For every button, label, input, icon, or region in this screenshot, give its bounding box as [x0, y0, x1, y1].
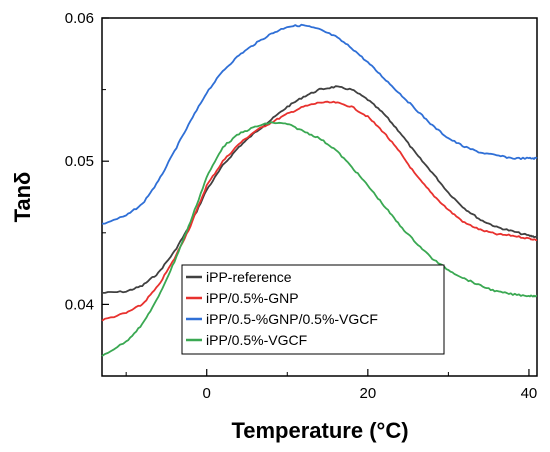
y-tick-label: 0.06: [65, 10, 94, 27]
legend-label: iPP-reference: [206, 269, 292, 285]
legend-box: [181, 264, 445, 355]
x-axis-title: Temperature (°C): [231, 418, 408, 443]
legend-label: iPP/0.5%-VGCF: [206, 332, 307, 348]
x-tick-label: 0: [203, 385, 211, 402]
series-line-0: [102, 85, 538, 294]
ticks-layer: 0 20 40 0.04 0.05 0.06: [65, 10, 537, 402]
series-line-3: [101, 121, 538, 357]
y-tick-label: 0.05: [65, 153, 94, 170]
legend-label: iPP/0.5%-GNP: [206, 290, 299, 306]
x-tick-label: 40: [521, 385, 538, 402]
plot-area-frame: [101, 17, 538, 377]
y-tick-label: 0.04: [65, 296, 94, 313]
x-tick-label: 20: [359, 385, 376, 402]
legend: iPP-reference iPP/0.5%-GNP iPP/0.5-%GNP/0.…: [181, 264, 445, 355]
y-axis-title: Tanδ: [10, 172, 35, 223]
series-layer: [101, 23, 538, 357]
legend-label: iPP/0.5-%GNP/0.5%-VGCF: [206, 311, 378, 327]
series-line-2: [101, 23, 538, 225]
